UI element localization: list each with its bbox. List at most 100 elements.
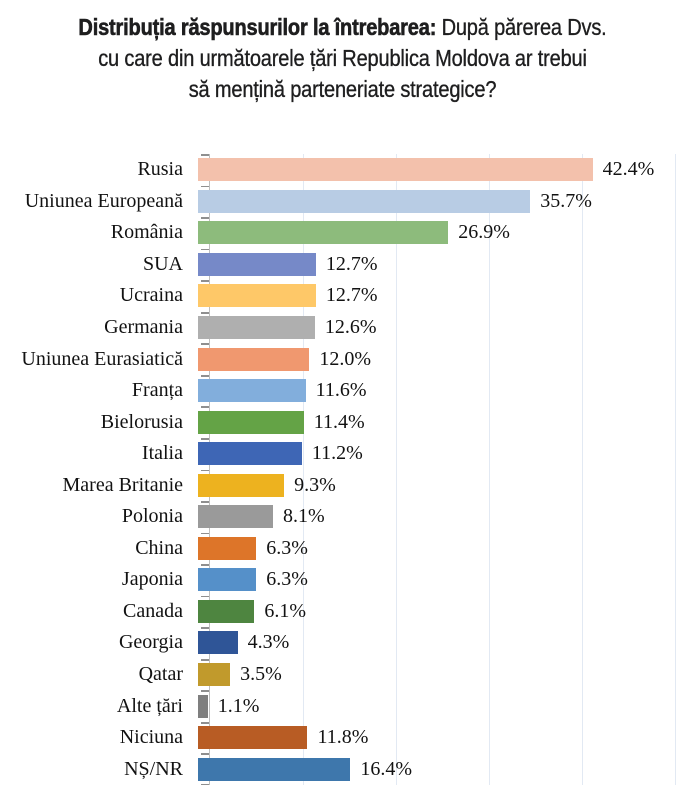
bar xyxy=(197,347,310,371)
chart-row: China 6.3% xyxy=(0,533,685,565)
bar xyxy=(197,442,302,466)
plot-cell: 12.7% xyxy=(197,249,664,281)
value-label: 4.3% xyxy=(247,631,290,654)
bar xyxy=(197,631,238,655)
bar xyxy=(197,757,351,781)
plot-cell: 11.6% xyxy=(197,375,664,407)
plot-cell: 11.2% xyxy=(197,438,664,470)
value-label: 11.4% xyxy=(313,410,365,433)
chart-row: Uniunea Europeană 35.7% xyxy=(0,186,685,218)
category-label: NȘ/NR xyxy=(124,757,183,780)
plot-cell: 26.9% xyxy=(197,217,664,249)
chart-row: Canada 6.1% xyxy=(0,596,685,628)
plot-cell: 12.7% xyxy=(197,280,664,312)
chart-row: Ucraina 12.7% xyxy=(0,280,685,312)
value-label: 26.9% xyxy=(458,221,510,244)
bar xyxy=(197,568,257,592)
chart-row: Uniunea Eurasiatică 12.0% xyxy=(0,343,685,375)
title-line-3: să mențină parteneriate strategice? xyxy=(188,76,497,102)
category-label: Ucraina xyxy=(119,284,183,307)
chart-row: NȘ/NR 16.4% xyxy=(0,753,685,785)
title-line-2: cu care din următoarele țări Republica M… xyxy=(98,45,587,71)
chart-row: Rusia 42.4% xyxy=(0,154,685,186)
value-label: 8.1% xyxy=(282,505,325,528)
value-label: 12.0% xyxy=(319,347,371,370)
value-label: 6.3% xyxy=(266,568,308,591)
category-label: Franța xyxy=(131,379,183,402)
value-label: 35.7% xyxy=(540,189,592,212)
bar xyxy=(197,694,208,718)
title-rest-part: După părerea Dvs. xyxy=(436,14,607,40)
plot-cell: 12.0% xyxy=(197,343,664,375)
plot-cell: 8.1% xyxy=(197,501,664,533)
bar xyxy=(197,379,306,403)
category-label: Georgia xyxy=(118,631,183,654)
bar xyxy=(197,726,308,750)
chart-row: Georgia 4.3% xyxy=(0,627,685,659)
category-label: Marea Britanie xyxy=(62,473,184,496)
plot-cell: 3.5% xyxy=(197,659,664,691)
chart-row: Alte țări 1.1% xyxy=(0,690,685,722)
category-label: Qatar xyxy=(138,663,183,686)
category-label: Japonia xyxy=(121,568,183,591)
category-label: Canada xyxy=(123,599,183,622)
title-bold-part: Distribuția răspunsurilor la întrebarea: xyxy=(78,14,437,41)
value-label: 11.6% xyxy=(315,379,367,402)
value-label: 11.2% xyxy=(311,442,363,465)
plot-cell: 12.6% xyxy=(197,312,664,344)
category-label: Germania xyxy=(104,316,183,338)
category-label: Uniunea Eurasiatică xyxy=(21,347,183,370)
plot-cell: 11.4% xyxy=(197,406,664,438)
chart-row: România 26.9% xyxy=(0,217,685,249)
bar xyxy=(197,663,231,687)
category-label: Italia xyxy=(141,442,183,465)
category-label: Uniunea Europeană xyxy=(24,189,183,212)
chart-row: Marea Britanie 9.3% xyxy=(0,469,685,501)
category-label: Niciuna xyxy=(119,726,183,749)
category-label: Polonia xyxy=(121,505,183,528)
chart-row: Franța 11.6% xyxy=(0,375,685,407)
value-label: 3.5% xyxy=(240,663,282,686)
plot-cell: 4.3% xyxy=(197,627,664,659)
chart-row: Polonia 8.1% xyxy=(0,501,685,533)
bar xyxy=(197,158,593,182)
category-label: China xyxy=(135,536,183,559)
bar xyxy=(197,536,257,560)
value-label: 11.8% xyxy=(317,726,369,749)
category-label: Rusia xyxy=(137,158,183,181)
chart-title: Distribuția răspunsurilor la întrebarea:… xyxy=(45,12,641,105)
plot-cell: 35.7% xyxy=(197,186,664,218)
chart-row: SUA 12.7% xyxy=(0,249,685,281)
bar xyxy=(197,252,316,276)
value-label: 12.6% xyxy=(324,316,377,338)
value-label: 12.7% xyxy=(325,252,378,275)
value-label: 9.3% xyxy=(294,473,336,496)
plot-cell: 9.3% xyxy=(197,469,664,501)
plot-cell: 1.1% xyxy=(197,690,664,722)
chart-row: Niciuna 11.8% xyxy=(0,722,685,754)
chart-rows: Rusia 42.4% Uniunea Europeană 35.7% România 2… xyxy=(0,154,685,785)
plot-cell: 42.4% xyxy=(197,154,664,186)
chart-row: Qatar 3.5% xyxy=(0,659,685,691)
plot-cell: 16.4% xyxy=(197,753,664,785)
plot-cell: 11.8% xyxy=(197,722,664,754)
bar xyxy=(197,221,449,245)
category-label: Alte țări xyxy=(116,694,183,717)
chart-row: Japonia 6.3% xyxy=(0,564,685,596)
chart-row: Italia 11.2% xyxy=(0,438,685,470)
bar xyxy=(197,599,255,623)
title-line-1: Distribuția răspunsurilor la întrebarea:… xyxy=(45,12,641,43)
category-label: Bielorusia xyxy=(100,410,183,433)
plot-cell: 6.3% xyxy=(197,533,664,565)
bar xyxy=(197,410,304,434)
value-label: 6.3% xyxy=(266,536,308,559)
value-label: 42.4% xyxy=(602,158,655,181)
bar xyxy=(197,505,273,529)
bar xyxy=(197,189,531,213)
value-label: 6.1% xyxy=(264,599,307,622)
plot-cell: 6.1% xyxy=(197,596,664,628)
bar xyxy=(197,473,285,497)
category-label: România xyxy=(110,221,183,244)
category-label: SUA xyxy=(142,252,183,275)
